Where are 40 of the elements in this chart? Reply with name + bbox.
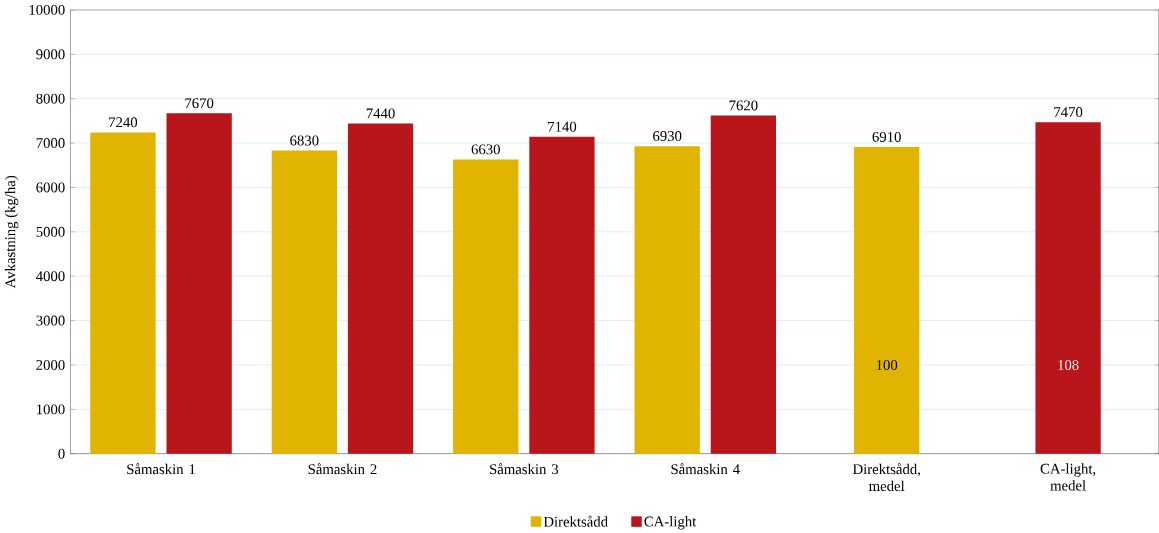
y-tick-label: 3000	[36, 315, 65, 326]
bar	[710, 115, 777, 454]
data-label: 6830	[290, 135, 319, 146]
y-tick-label: 10000	[29, 4, 65, 15]
y-tick-label: 9000	[36, 49, 65, 60]
x-tick-label: CA-light, medel	[1040, 463, 1096, 491]
bar	[166, 113, 232, 454]
data-label: 6930	[653, 131, 682, 142]
y-tick-label: 0	[58, 448, 65, 459]
x-tick-label: Såmaskin 1	[127, 463, 195, 475]
y-tick-label: 4000	[36, 271, 65, 282]
data-label: 7620	[729, 100, 758, 111]
data-label: 7470	[1054, 107, 1083, 118]
data-label: 7240	[109, 117, 138, 128]
y-tick-label: 1000	[37, 404, 65, 415]
x-tick-label: Såmaskin 4	[671, 463, 740, 475]
data-label: 6910	[872, 131, 901, 142]
x-tick-label: Direktsådd, medel	[852, 463, 920, 492]
legend-label: CA-light	[644, 516, 697, 530]
bar	[453, 159, 519, 454]
y-tick-label: 7000	[36, 138, 65, 149]
y-tick-label: 2000	[36, 360, 65, 370]
y-tick-label: 8000	[36, 93, 65, 104]
y-tick-label: 5000	[36, 226, 65, 237]
y-axis-title: Avkastning (kg/ha)	[4, 175, 19, 289]
annotation: 108	[1058, 360, 1079, 370]
data-label: 6630	[471, 144, 500, 155]
bar	[529, 136, 595, 454]
bar	[90, 132, 156, 454]
bar	[347, 123, 414, 454]
data-label: 7140	[548, 121, 577, 132]
x-tick-label: Såmaskin 3	[490, 463, 559, 475]
annotation: 100	[876, 360, 898, 370]
x-tick-label: Såmaskin 2	[308, 463, 377, 475]
bar	[271, 150, 338, 454]
bar	[634, 146, 700, 454]
y-tick-label: 6000	[36, 182, 65, 193]
legend-label: Direktsådd	[543, 515, 608, 527]
data-label: 7670	[185, 98, 214, 109]
data-label: 7440	[366, 108, 395, 119]
